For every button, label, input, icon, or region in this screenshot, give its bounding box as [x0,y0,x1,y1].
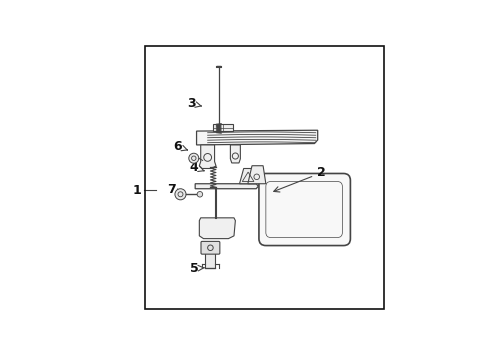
Polygon shape [230,145,240,163]
Text: 6: 6 [173,140,187,153]
Polygon shape [213,124,232,131]
Circle shape [197,192,202,197]
Bar [145,46,383,309]
Text: 4: 4 [189,161,203,174]
Circle shape [188,153,198,163]
FancyBboxPatch shape [259,174,350,246]
Polygon shape [196,130,317,145]
Text: 7: 7 [167,183,182,196]
Text: 1: 1 [132,184,141,197]
Polygon shape [199,218,235,239]
Circle shape [175,189,185,200]
Text: 5: 5 [189,262,203,275]
Polygon shape [199,145,216,168]
Polygon shape [239,168,256,184]
Text: 3: 3 [186,97,201,110]
FancyBboxPatch shape [201,242,220,254]
Polygon shape [195,184,258,189]
Polygon shape [247,166,265,184]
Text: 2: 2 [273,166,325,192]
Bar [205,252,215,268]
